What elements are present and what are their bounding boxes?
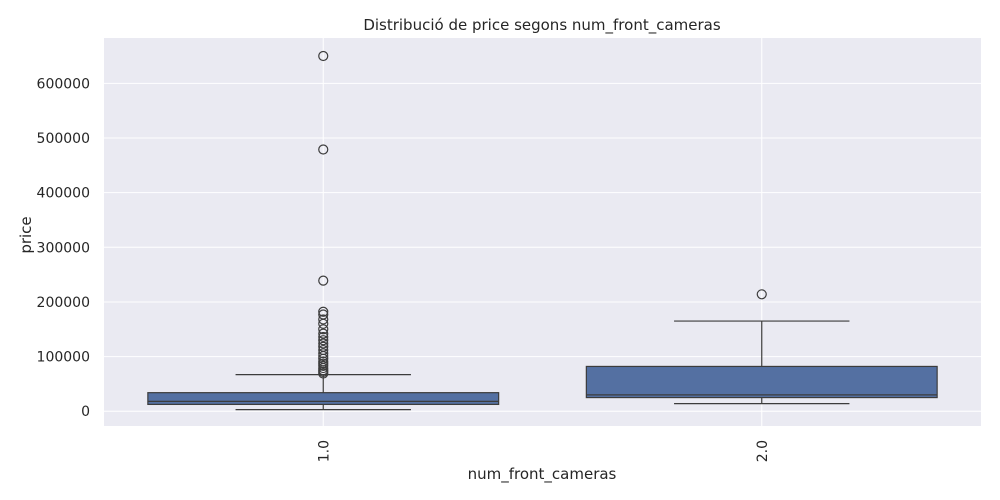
- outlier-point: [318, 350, 329, 362]
- boxes: [147, 50, 938, 411]
- x-axis-label: num_front_cameras: [468, 465, 617, 484]
- chart-title: Distribució de price segons num_front_ca…: [363, 16, 721, 35]
- outlier-point: [318, 314, 329, 325]
- x-tick-labels: 1.0 2.0: [316, 440, 771, 462]
- outlier-point: [318, 331, 329, 343]
- y-tick-label: 100000: [37, 350, 90, 366]
- outlier-point: [318, 328, 329, 339]
- y-tick-label: 500000: [37, 131, 90, 147]
- y-tick-label: 400000: [37, 186, 90, 202]
- y-tick-label: 200000: [37, 295, 90, 311]
- iqr-box: [585, 365, 938, 399]
- outlier-point: [318, 348, 329, 359]
- iqr-box: [147, 392, 500, 406]
- y-tick-label: 300000: [37, 240, 90, 256]
- outlier-point: [756, 289, 767, 300]
- outlier-point: [318, 275, 329, 286]
- outlier-point: [318, 335, 329, 346]
- outlier-point: [318, 144, 329, 155]
- y-tick-labels: 0 100000 200000 300000 400000 500000 600000: [37, 76, 90, 420]
- outlier-point: [318, 338, 329, 349]
- y-tick-label: 0: [81, 404, 90, 420]
- outlier-point: [318, 368, 329, 379]
- x-tick-label: 2.0: [755, 440, 771, 462]
- x-tick-label: 1.0: [316, 440, 332, 462]
- box-group: [585, 289, 938, 405]
- outlier-point: [318, 318, 329, 329]
- y-tick-label: 600000: [37, 76, 90, 92]
- plot-area: [104, 38, 981, 426]
- outlier-point: [318, 324, 329, 335]
- grid-lines: [104, 38, 981, 426]
- y-axis-label: price: [17, 216, 35, 253]
- box-group: [147, 50, 500, 411]
- outlier-point: [318, 306, 329, 317]
- outlier-point: [318, 50, 329, 62]
